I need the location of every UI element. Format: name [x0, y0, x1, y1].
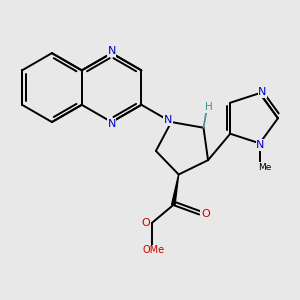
Text: N: N — [107, 119, 116, 129]
Polygon shape — [172, 175, 178, 205]
Text: H: H — [205, 102, 212, 112]
Text: O: O — [201, 209, 210, 219]
Text: N: N — [164, 115, 172, 125]
Text: O: O — [142, 218, 150, 228]
Text: N: N — [258, 88, 267, 98]
Text: OMe: OMe — [143, 245, 165, 255]
Text: Me: Me — [258, 163, 272, 172]
Text: N: N — [256, 140, 265, 150]
Text: N: N — [107, 46, 116, 56]
